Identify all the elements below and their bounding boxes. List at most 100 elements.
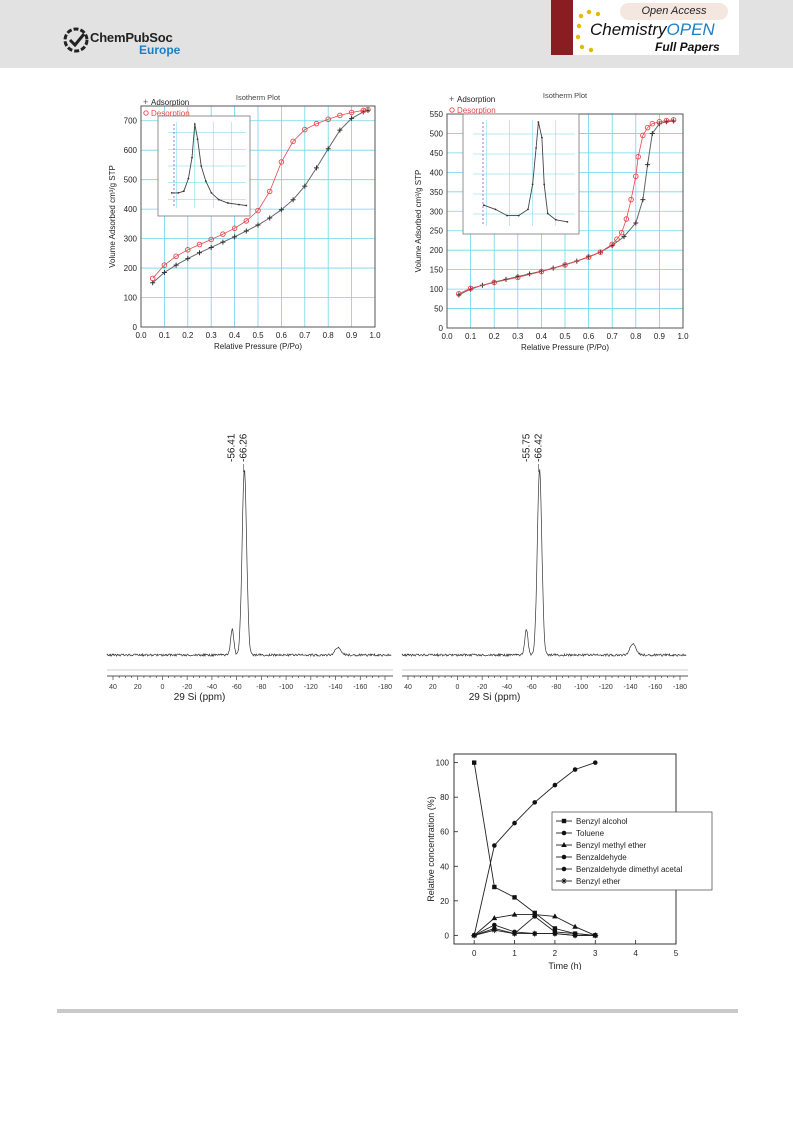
- data-point: [471, 760, 477, 765]
- legend-marker: [561, 854, 567, 860]
- legend-adsorption-marker: +: [449, 94, 454, 104]
- data-point: [551, 930, 558, 937]
- x-tick-label: -20: [182, 684, 192, 691]
- x-tick-label: -140: [624, 684, 638, 691]
- x-tick-label: 0.4: [229, 331, 241, 340]
- y-tick-label: 700: [124, 117, 138, 126]
- data-point: [572, 932, 579, 939]
- data-point: [552, 913, 558, 919]
- x-tick-label: 0: [456, 684, 460, 691]
- adsorption-point: [337, 127, 343, 133]
- legend-adsorption-label: Adsorption: [457, 95, 495, 104]
- adsorption-point: [314, 165, 319, 171]
- y-tick-label: 200: [430, 246, 444, 255]
- journal-title: ChemistryOPEN: [590, 20, 715, 40]
- data-point: [471, 932, 478, 939]
- legend-label: Benzyl ether: [576, 877, 621, 886]
- x-tick-label: 20: [429, 684, 437, 691]
- desorption-point: [538, 268, 545, 275]
- y-tick-label: 500: [124, 176, 138, 185]
- desorption-point: [562, 262, 568, 268]
- isotherm-plot-1: 0.0 0.1 0.2 0.3 0.4 0.5 0.6 0.7 0.8 0.9 1.0 0 100 200…: [108, 93, 381, 351]
- star-dot: [595, 11, 601, 17]
- x-tick-label: 0.8: [630, 332, 642, 341]
- footer-rule: [57, 1009, 738, 1013]
- inset-point: [182, 190, 185, 193]
- desorption-point: [649, 120, 656, 127]
- desorption-point: [609, 241, 615, 248]
- y-tick-label: 100: [430, 285, 444, 294]
- y-axis-label: Relative concentration (%): [426, 796, 436, 902]
- adsorption-point: [255, 222, 261, 228]
- desorption-point: [663, 117, 670, 124]
- desorption-point: [515, 274, 521, 281]
- x-axis-label: 29 Si (ppm): [174, 692, 226, 703]
- x-tick-label: 0.1: [465, 332, 477, 341]
- kinetics-chart: 0 1 2 3 4 5 0 20 40 60 80 100 Time (h) Relative conce…: [426, 753, 713, 970]
- x-tick-label: 1.0: [677, 332, 689, 341]
- desorption-point: [255, 207, 261, 214]
- nmr-spectrum-1: 40 20 0 -20 -40 -60 -80 -100 -120 -140 -160 -180 29 …: [106, 433, 393, 703]
- chempubsoc-logo-icon: [63, 27, 89, 53]
- adsorption-point: [208, 244, 214, 250]
- data-point: [511, 911, 518, 917]
- legend-label: Toluene: [576, 829, 605, 838]
- adsorption-point: [161, 269, 167, 275]
- desorption-point: [243, 218, 250, 224]
- journal-color-bar: [551, 0, 573, 55]
- spectrum-line: [401, 469, 687, 658]
- data-point: [552, 926, 558, 931]
- desorption-point: [185, 247, 191, 253]
- x-tick-label: 0.6: [276, 331, 288, 340]
- section-label: Full Papers: [655, 40, 720, 54]
- y-tick-label: 0: [439, 324, 444, 333]
- desorption-point: [456, 291, 462, 297]
- x-tick-label: 0.2: [182, 331, 194, 340]
- desorption-point: [196, 241, 203, 248]
- data-point: [512, 895, 517, 900]
- x-axis-label: 29 Si (ppm): [469, 692, 521, 703]
- x-tick-label: 0.2: [489, 332, 501, 341]
- chart-title: Isotherm Plot: [543, 91, 588, 100]
- adsorption-point: [649, 130, 655, 136]
- inset-point: [200, 165, 203, 167]
- y-tick-label: 150: [430, 266, 444, 275]
- data-point: [492, 884, 497, 890]
- legend-desorption-marker: [449, 107, 455, 113]
- desorption-point: [656, 119, 663, 125]
- adsorption-point: [197, 250, 202, 256]
- legend-adsorption-marker: +: [143, 97, 148, 107]
- y-tick-label: 500: [430, 129, 444, 138]
- adsorption-point: [349, 115, 355, 121]
- desorption-point: [348, 109, 355, 116]
- inset-point: [537, 121, 540, 123]
- legend-marker: [561, 878, 567, 884]
- y-tick-label: 50: [434, 305, 443, 314]
- inset-point: [517, 214, 520, 217]
- desorption-point: [208, 236, 214, 243]
- legend-adsorption-label: Adsorption: [151, 98, 189, 107]
- inset-point: [527, 208, 529, 211]
- x-tick-label: -20: [477, 684, 487, 691]
- adsorption-point: [645, 162, 651, 168]
- desorption-point: [231, 225, 238, 232]
- y-tick-label: 550: [430, 110, 444, 119]
- data-point: [572, 923, 578, 929]
- desorption-point: [161, 262, 168, 268]
- desorption-point: [618, 229, 625, 236]
- adsorption-point: [640, 197, 646, 203]
- inset-point: [217, 198, 220, 201]
- data-point: [511, 930, 518, 937]
- x-tick-label: 0.3: [512, 332, 524, 341]
- star-dot: [575, 34, 581, 40]
- desorption-point: [614, 236, 620, 243]
- peak-label-2: -66.42: [534, 433, 545, 462]
- y-axis-label: Volume Adsorbed cm³/g STP: [108, 165, 117, 268]
- legend-marker: [561, 830, 567, 836]
- x-tick-label: 0.4: [536, 332, 548, 341]
- desorption-point: [467, 285, 474, 292]
- star-dot: [579, 44, 585, 50]
- x-tick-label: 1: [512, 949, 517, 958]
- x-tick-label: 3: [593, 949, 598, 958]
- nmr-spectrum-2: 40 20 0 -20 -40 -60 -80 -100 -120 -140 -160 -180 29 …: [401, 433, 688, 703]
